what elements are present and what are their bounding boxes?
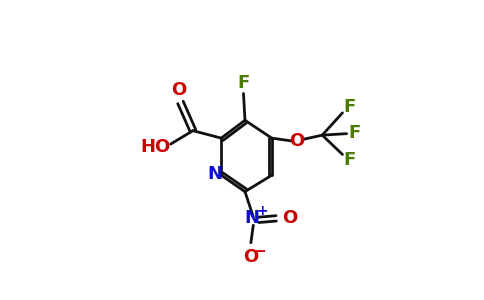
Text: HO: HO: [140, 138, 170, 156]
Text: F: F: [344, 98, 356, 116]
Text: N: N: [207, 165, 222, 183]
Text: −: −: [254, 244, 266, 259]
Text: F: F: [237, 74, 250, 92]
Text: F: F: [349, 124, 361, 142]
Text: +: +: [257, 204, 269, 218]
Text: F: F: [344, 151, 356, 169]
Text: O: O: [171, 81, 187, 99]
Text: O: O: [282, 209, 298, 227]
Text: O: O: [289, 132, 304, 150]
Text: N: N: [244, 209, 259, 227]
Text: O: O: [243, 248, 258, 266]
